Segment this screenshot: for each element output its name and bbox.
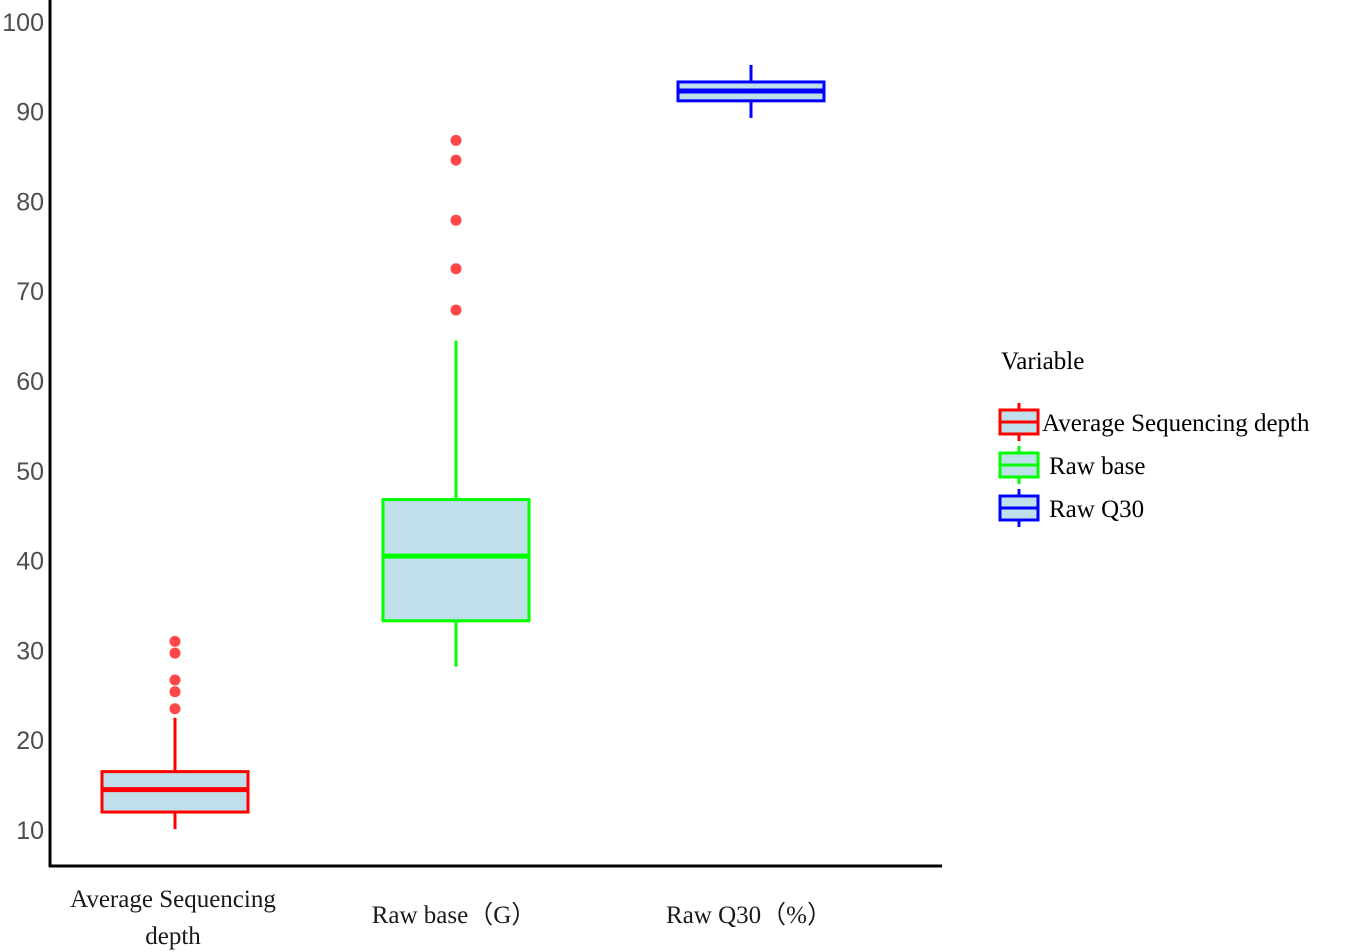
x-tick-label: Raw Q30（%） [666,901,832,929]
y-tick-label: 10 [16,817,44,845]
legend-title: Variable [1001,348,1084,375]
box-raw-base [381,134,531,667]
y-tick-label: 40 [16,548,44,576]
x-tick-label: Raw base（G） [372,901,537,929]
x-tick-label: depth [145,923,201,950]
y-tick-label: 70 [16,278,44,306]
x-tick-label: Average Sequencing [70,886,276,913]
y-tick-label: 20 [16,727,44,755]
y-tick-label: 50 [16,458,44,486]
outlier-point [450,154,462,166]
outlier-point [169,686,181,698]
box-raw-q30 [676,64,826,118]
iqr-box [381,498,531,623]
legend-item: Raw base [998,446,1146,484]
outlier-point [169,674,181,686]
outlier-point [450,134,462,146]
legend-item: Raw Q30 [998,489,1144,527]
outlier-point [169,635,181,647]
y-tick-label: 30 [16,637,44,665]
outlier-point [169,647,181,659]
y-tick-label: 90 [16,99,44,127]
outlier-point [169,703,181,715]
boxplot-series [100,64,826,830]
box-average-sequencing-depth [100,635,250,830]
y-tick-label: 100 [2,9,44,37]
legend-item: Average Sequencing depth [998,403,1310,441]
y-tick-label: 60 [16,368,44,396]
legend-label: Raw base [1049,453,1146,480]
y-tick-label: 80 [16,188,44,216]
y-axis-ticks: 10 20 30 40 50 60 70 80 90 100 [2,9,44,845]
legend-label: Average Sequencing depth [1042,410,1310,437]
outlier-point [450,214,462,226]
outlier-point [450,304,462,316]
legend-label: Raw Q30 [1049,496,1144,523]
x-axis-labels: Average Sequencing depth Raw base（G） Raw Q3… [70,886,832,950]
outlier-point [450,263,462,275]
legend: Variable Average Sequencing depth Raw bas… [998,348,1310,527]
